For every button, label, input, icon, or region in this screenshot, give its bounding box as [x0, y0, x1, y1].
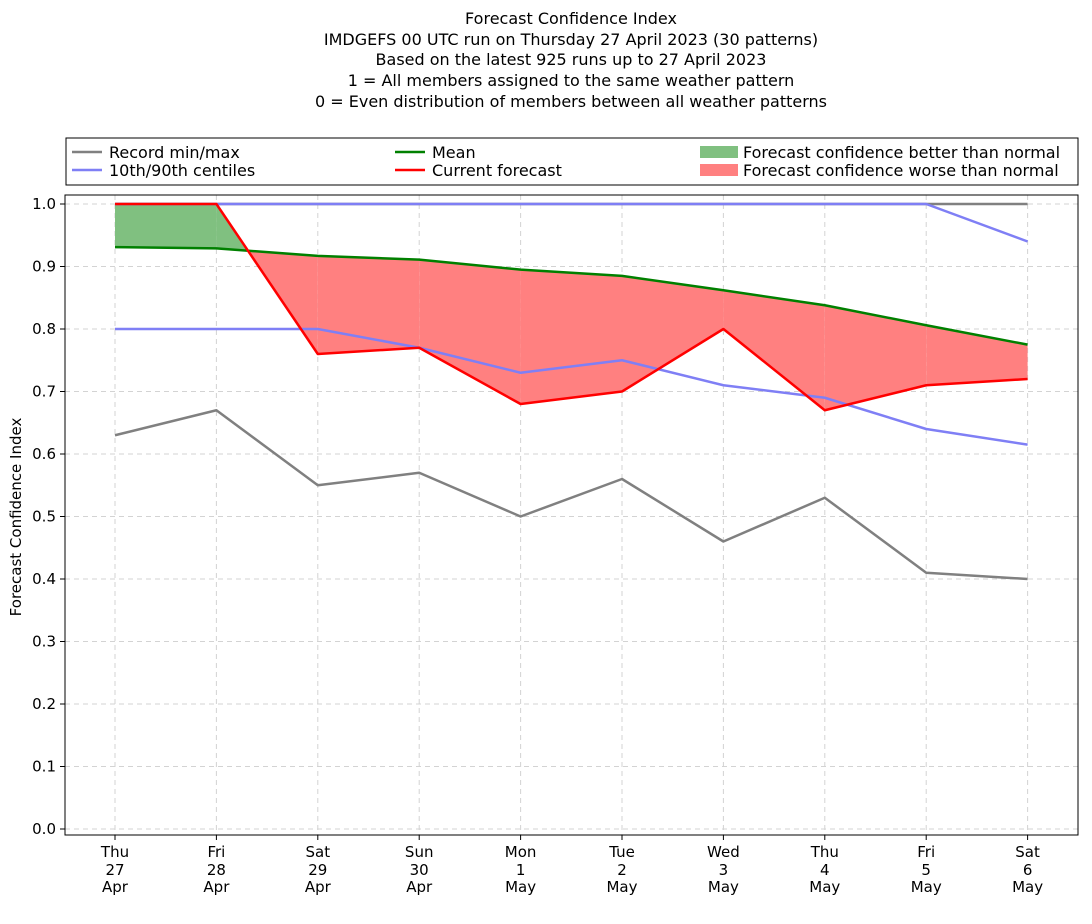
y-tick-label: 0.6 — [32, 445, 56, 463]
x-tick-month: May — [809, 878, 840, 896]
legend-label: Forecast confidence better than normal — [743, 143, 1060, 162]
x-tick-day: Fri — [917, 843, 935, 861]
y-tick-label: 0.5 — [32, 508, 56, 526]
title-line: 1 = All members assigned to the same wea… — [348, 71, 795, 90]
legend-label: Record min/max — [109, 143, 240, 162]
fill-areas — [115, 204, 1028, 411]
y-tick-label: 0.8 — [32, 320, 56, 338]
x-tick-date: 2 — [617, 861, 627, 879]
plot-frame — [64, 194, 1079, 836]
legend-label: Forecast confidence worse than normal — [743, 161, 1059, 180]
series-line-10th-centile — [115, 327, 1028, 446]
x-tick-month: Apr — [203, 878, 230, 896]
x-tick-date: 27 — [105, 861, 124, 879]
fill-worse-than-normal — [622, 275, 724, 392]
x-tick-date: 3 — [719, 861, 729, 879]
x-tick-day: Tue — [608, 843, 635, 861]
y-tick-label: 0.4 — [32, 570, 56, 588]
x-tick-day: Fri — [207, 843, 225, 861]
y-tick-label: 0.1 — [32, 758, 56, 776]
legend-label: 10th/90th centiles — [109, 161, 255, 180]
x-tick-date: 29 — [308, 861, 327, 879]
y-tick-label: 0.2 — [32, 695, 56, 713]
x-tick-day: Wed — [707, 843, 740, 861]
x-tick-month: May — [505, 878, 536, 896]
x-tick-date: 5 — [921, 861, 931, 879]
y-axis: 0.0 0.1 0.2 0.3 0.4 0.5 0.6 0.7 0.8 0.9 1.0 — [32, 195, 65, 838]
title-line: Based on the latest 925 runs up to 27 Ap… — [376, 50, 767, 69]
x-tick-month: May — [606, 878, 637, 896]
x-tick-day: Sun — [405, 843, 434, 861]
x-tick-day: Sat — [1015, 843, 1040, 861]
y-tick-label: 0.3 — [32, 633, 56, 651]
legend-label: Current forecast — [432, 161, 562, 180]
y-tick-label: 0.9 — [32, 258, 56, 276]
legend-swatch-patch — [700, 164, 738, 176]
x-axis: Thu27AprFri28AprSat29AprSun30AprMon1MayT… — [100, 835, 1043, 896]
x-tick-date: 4 — [820, 861, 830, 879]
x-tick-month: May — [1012, 878, 1043, 896]
fill-worse-than-normal — [317, 255, 420, 354]
title-line: Forecast Confidence Index — [465, 9, 677, 28]
x-tick-day: Mon — [505, 843, 537, 861]
fill-worse-than-normal — [520, 269, 622, 404]
x-tick-date: 1 — [516, 861, 526, 879]
x-tick-day: Sat — [305, 843, 330, 861]
x-tick-date: 6 — [1023, 861, 1033, 879]
series-line-mean — [114, 245, 1028, 346]
x-tick-month: May — [911, 878, 942, 896]
fill-better-than-normal — [115, 204, 217, 249]
series-line-record-min — [114, 409, 1028, 581]
x-tick-month: Apr — [406, 878, 433, 896]
x-tick-month: Apr — [305, 878, 332, 896]
y-tick-label: 0.0 — [32, 820, 56, 838]
y-tick-label: 1.0 — [32, 195, 56, 213]
chart-title: Forecast Confidence Index IMDGEFS 00 UTC… — [315, 9, 827, 111]
y-axis-label: Forecast Confidence Index — [7, 418, 25, 617]
x-tick-month: Apr — [102, 878, 129, 896]
x-tick-date: 28 — [207, 861, 226, 879]
legend-frame — [65, 137, 1079, 186]
fill-worse-than-normal — [824, 305, 927, 411]
x-tick-day: Thu — [810, 843, 839, 861]
fill-worse-than-normal — [723, 290, 825, 411]
y-tick-label: 0.7 — [32, 383, 56, 401]
legend-label: Mean — [432, 143, 476, 162]
series-line-90th-centile — [115, 202, 1029, 243]
x-tick-day: Thu — [100, 843, 129, 861]
x-tick-month: May — [708, 878, 739, 896]
series-line-current-forecast — [115, 202, 1028, 412]
series-lines — [114, 202, 1029, 581]
title-line: IMDGEFS 00 UTC run on Thursday 27 April … — [324, 30, 818, 49]
fill-worse-than-normal — [419, 259, 521, 404]
legend-swatch-patch — [700, 146, 738, 158]
title-line: 0 = Even distribution of members between… — [315, 92, 827, 111]
x-tick-date: 30 — [410, 861, 429, 879]
